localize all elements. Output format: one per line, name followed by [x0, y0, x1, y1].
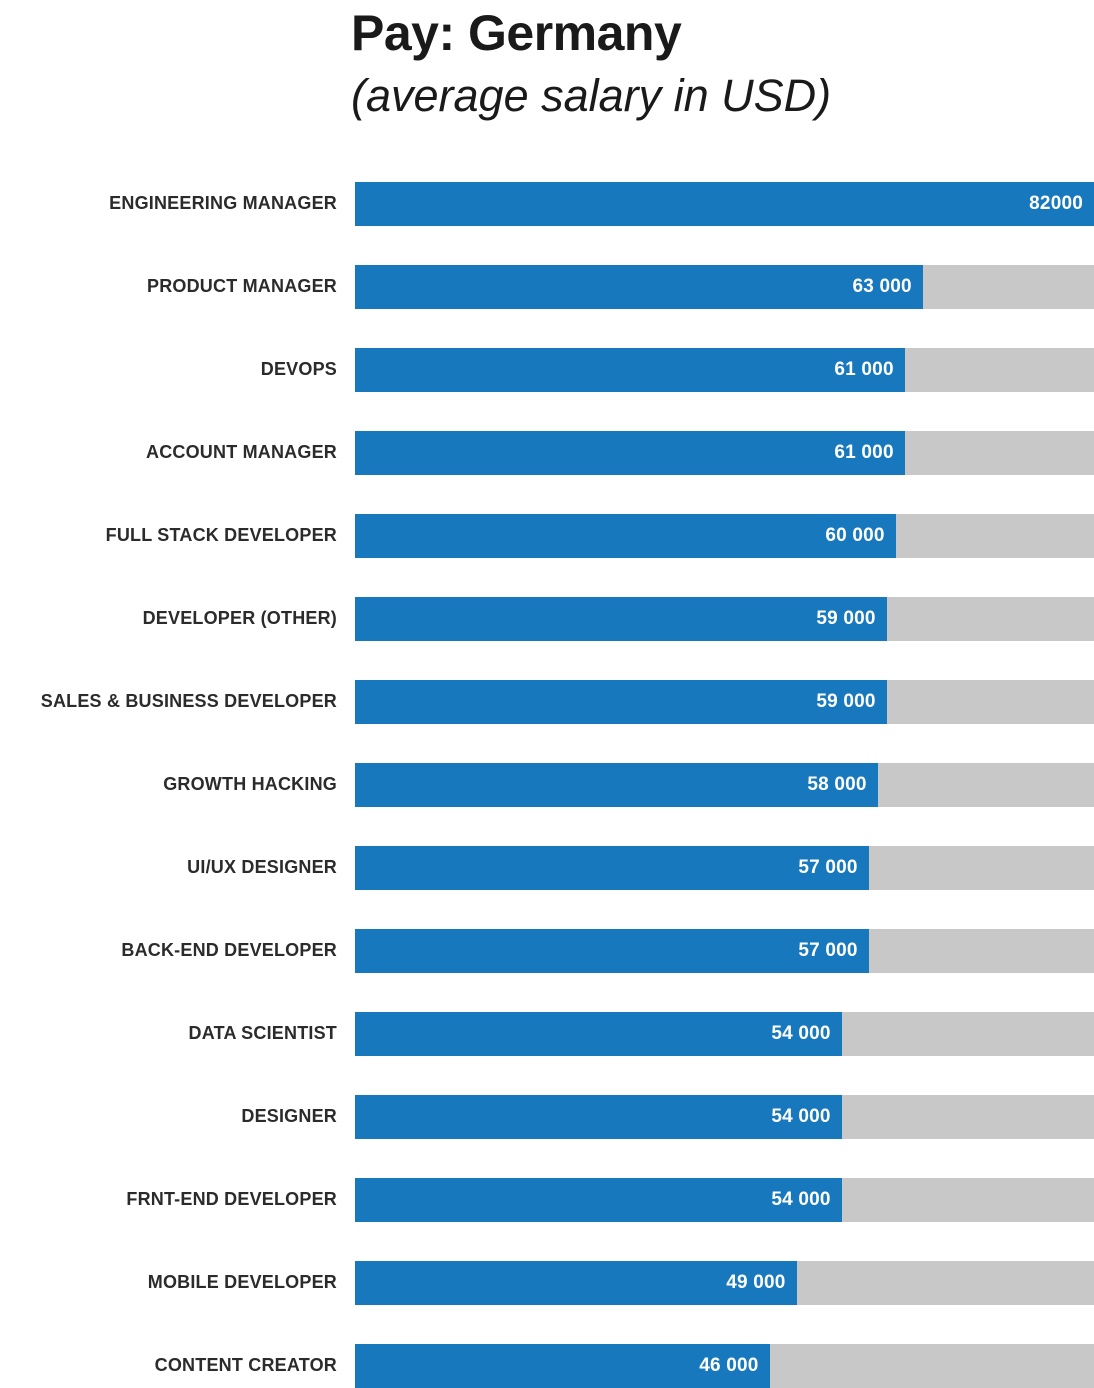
bar-track: 60 000	[355, 513, 1094, 558]
bar: 82000	[355, 181, 1094, 226]
bar-value-label: 57 000	[798, 856, 858, 878]
chart-row: SALES & BUSINESS DEVELOPER 59 000	[0, 660, 1094, 743]
bar-track: 54 000	[355, 1094, 1094, 1139]
category-label: CONTENT CREATOR	[154, 1355, 337, 1375]
bar-value-label: 60 000	[825, 524, 885, 546]
category-label: ACCOUNT MANAGER	[146, 442, 337, 462]
bar-value-label: 49 000	[726, 1271, 786, 1293]
bar-value-label: 54 000	[771, 1022, 831, 1044]
category-label: DEVELOPER (OTHER)	[142, 608, 337, 628]
bar-chart: ENGINEERING MANAGER 82000 PRODUCT MANAGER 6…	[0, 162, 1094, 1388]
bar-track: 49 000	[355, 1260, 1094, 1305]
bar-value-label: 59 000	[816, 607, 876, 629]
category-label: FULL STACK DEVELOPER	[105, 525, 337, 545]
bar: 54 000	[355, 1177, 842, 1222]
chart-row: CONTENT CREATOR 46 000	[0, 1324, 1094, 1388]
category-label: UI/UX DESIGNER	[187, 857, 337, 877]
bar: 54 000	[355, 1011, 842, 1056]
chart-row: FULL STACK DEVELOPER 60 000	[0, 494, 1094, 577]
chart-row: PRODUCT MANAGER 63 000	[0, 245, 1094, 328]
bar-value-label: 54 000	[771, 1105, 831, 1127]
bar: 49 000	[355, 1260, 797, 1305]
bar: 59 000	[355, 596, 887, 641]
category-label: SALES & BUSINESS DEVELOPER	[40, 691, 337, 711]
bar-track: 57 000	[355, 845, 1094, 890]
chart-row: GROWTH HACKING 58 000	[0, 743, 1094, 826]
bar-value-label: 46 000	[699, 1354, 759, 1376]
bar-track: 54 000	[355, 1011, 1094, 1056]
bar-value-label: 63 000	[852, 275, 912, 297]
chart-row: DEVOPS 61 000	[0, 328, 1094, 411]
chart-subtitle: (average salary in USD)	[351, 70, 832, 121]
bar-track: 59 000	[355, 679, 1094, 724]
bar-value-label: 82000	[1029, 192, 1083, 214]
chart-row: ENGINEERING MANAGER 82000	[0, 162, 1094, 245]
chart-row: DATA SCIENTIST 54 000	[0, 992, 1094, 1075]
category-label: FRNT-END DEVELOPER	[126, 1189, 337, 1209]
category-label: ENGINEERING MANAGER	[109, 193, 337, 213]
bar: 57 000	[355, 928, 869, 973]
bar: 61 000	[355, 430, 905, 475]
chart-row: MOBILE DEVELOPER 49 000	[0, 1241, 1094, 1324]
category-label: PRODUCT MANAGER	[147, 276, 337, 296]
chart-row: UI/UX DESIGNER 57 000	[0, 826, 1094, 909]
bar-value-label: 54 000	[771, 1188, 831, 1210]
category-label: DATA SCIENTIST	[188, 1023, 337, 1043]
bar-value-label: 61 000	[834, 441, 894, 463]
bar-track: 61 000	[355, 430, 1094, 475]
bar-value-label: 61 000	[834, 358, 894, 380]
chart-row: DEVELOPER (OTHER) 59 000	[0, 577, 1094, 660]
bar: 63 000	[355, 264, 923, 309]
bar-track: 59 000	[355, 596, 1094, 641]
category-label: BACK-END DEVELOPER	[121, 940, 337, 960]
chart-row: DESIGNER 54 000	[0, 1075, 1094, 1158]
bar: 59 000	[355, 679, 887, 724]
bar: 57 000	[355, 845, 869, 890]
bar: 46 000	[355, 1343, 770, 1388]
category-label: DEVOPS	[260, 359, 337, 379]
chart-row: FRNT-END DEVELOPER 54 000	[0, 1158, 1094, 1241]
bar-track: 58 000	[355, 762, 1094, 807]
bar: 58 000	[355, 762, 878, 807]
bar: 60 000	[355, 513, 896, 558]
bar-track: 61 000	[355, 347, 1094, 392]
category-label: DESIGNER	[241, 1106, 337, 1126]
bar-track: 46 000	[355, 1343, 1094, 1388]
bar-track: 63 000	[355, 264, 1094, 309]
category-label: GROWTH HACKING	[163, 774, 337, 794]
bar-track: 82000	[355, 181, 1094, 226]
bar: 54 000	[355, 1094, 842, 1139]
bar-track: 57 000	[355, 928, 1094, 973]
bar-value-label: 57 000	[798, 939, 858, 961]
bar: 61 000	[355, 347, 905, 392]
bar-value-label: 58 000	[807, 773, 867, 795]
chart-row: BACK-END DEVELOPER 57 000	[0, 909, 1094, 992]
bar-value-label: 59 000	[816, 690, 876, 712]
category-label: MOBILE DEVELOPER	[147, 1272, 337, 1292]
chart-header: Pay: Germany (average salary in USD)	[0, 0, 1094, 162]
chart-row: ACCOUNT MANAGER 61 000	[0, 411, 1094, 494]
bar-track: 54 000	[355, 1177, 1094, 1222]
chart-title: Pay: Germany	[351, 5, 682, 61]
